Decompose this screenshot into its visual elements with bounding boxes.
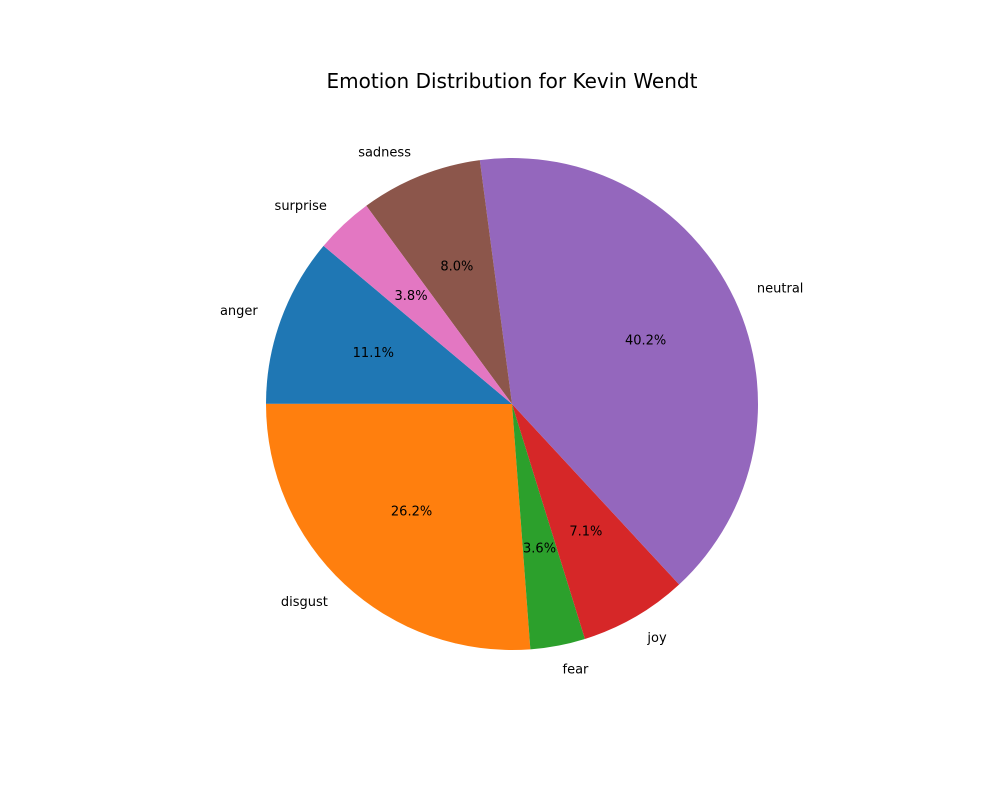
pie-slice-surprise — [323, 205, 512, 404]
pie-slice-anger — [266, 245, 512, 404]
slice-label-sadness: sadness — [358, 145, 411, 160]
pie-slice-fear — [512, 404, 585, 650]
pie-slices — [266, 157, 758, 650]
slice-percent-sadness: 8.0% — [440, 260, 473, 275]
slice-label-disgust: disgust — [281, 595, 328, 610]
slice-percent-neutral: 40.2% — [625, 334, 666, 349]
pie-slice-sadness — [366, 160, 512, 404]
pie-slice-disgust — [266, 403, 531, 650]
slice-label-anger: anger — [220, 304, 258, 319]
pie-labels: anger 11.1% disgust 26.2% fear 3.6% joy 7.1% neu… — [220, 145, 803, 677]
slice-percent-fear: 3.6% — [523, 542, 556, 557]
pie-slice-joy — [512, 404, 680, 639]
slice-label-neutral: neutral — [757, 281, 804, 296]
slice-percent-disgust: 26.2% — [391, 505, 432, 520]
slice-label-surprise: surprise — [275, 199, 327, 214]
chart-title: Emotion Distribution for Kevin Wendt — [327, 69, 698, 93]
slice-percent-anger: 11.1% — [353, 346, 394, 361]
slice-percent-surprise: 3.8% — [395, 289, 428, 304]
slice-percent-joy: 7.1% — [569, 524, 602, 539]
slice-label-joy: joy — [646, 631, 667, 646]
slice-label-fear: fear — [563, 662, 590, 677]
pie-slice-neutral — [479, 157, 758, 585]
